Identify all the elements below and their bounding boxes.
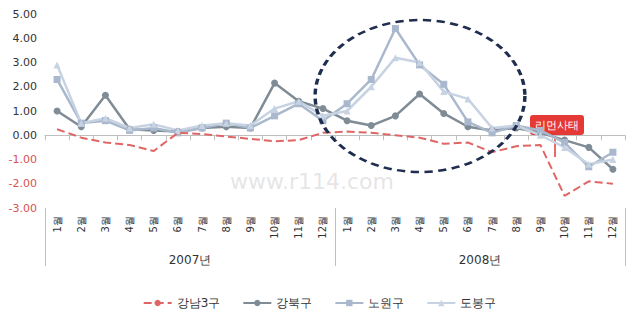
- svg-text:리먼사태: 리먼사태: [535, 118, 579, 132]
- svg-text:10월: 10월: [559, 216, 570, 239]
- svg-text:5월: 5월: [438, 216, 449, 232]
- svg-text:9월: 9월: [245, 216, 256, 232]
- svg-text:강북구: 강북구: [276, 296, 312, 310]
- svg-text:2월: 2월: [366, 216, 377, 232]
- svg-text:5월: 5월: [148, 216, 159, 232]
- svg-text:10월: 10월: [269, 216, 280, 239]
- svg-text:3월: 3월: [100, 216, 111, 232]
- svg-text:6월: 6월: [462, 216, 473, 232]
- svg-text:노원구: 노원구: [368, 296, 404, 310]
- svg-text:2008년: 2008년: [459, 253, 502, 267]
- svg-text:3.00: 3.00: [13, 56, 38, 69]
- svg-text:6월: 6월: [172, 216, 183, 232]
- svg-text:9월: 9월: [535, 216, 546, 232]
- svg-text:2.00: 2.00: [13, 80, 38, 93]
- svg-text:11월: 11월: [583, 216, 594, 239]
- svg-text:1.00: 1.00: [13, 105, 38, 118]
- svg-text:www.r114.com: www.r114.com: [230, 169, 394, 194]
- svg-text:도봉구: 도봉구: [460, 296, 496, 310]
- svg-text:12월: 12월: [317, 216, 328, 239]
- svg-text:7월: 7월: [487, 216, 498, 232]
- svg-text:0.00: 0.00: [13, 129, 38, 142]
- svg-text:2007년: 2007년: [169, 253, 212, 267]
- svg-text:8월: 8월: [221, 216, 232, 232]
- svg-text:4.00: 4.00: [13, 32, 38, 45]
- svg-text:강남3구: 강남3구: [177, 296, 221, 310]
- svg-text:11월: 11월: [293, 216, 304, 239]
- svg-text:8월: 8월: [511, 216, 522, 232]
- svg-text:5.00: 5.00: [13, 8, 38, 21]
- svg-text:7월: 7월: [197, 216, 208, 232]
- svg-text:4월: 4월: [414, 216, 425, 232]
- svg-text:1월: 1월: [52, 216, 63, 232]
- svg-text:-3.00: -3.00: [9, 202, 37, 215]
- svg-text:-1.00: -1.00: [9, 153, 37, 166]
- svg-text:4월: 4월: [124, 216, 135, 232]
- svg-text:12월: 12월: [607, 216, 618, 239]
- svg-text:1월: 1월: [342, 216, 353, 232]
- svg-text:3월: 3월: [390, 216, 401, 232]
- svg-text:-2.00: -2.00: [9, 177, 37, 190]
- svg-text:2월: 2월: [76, 216, 87, 232]
